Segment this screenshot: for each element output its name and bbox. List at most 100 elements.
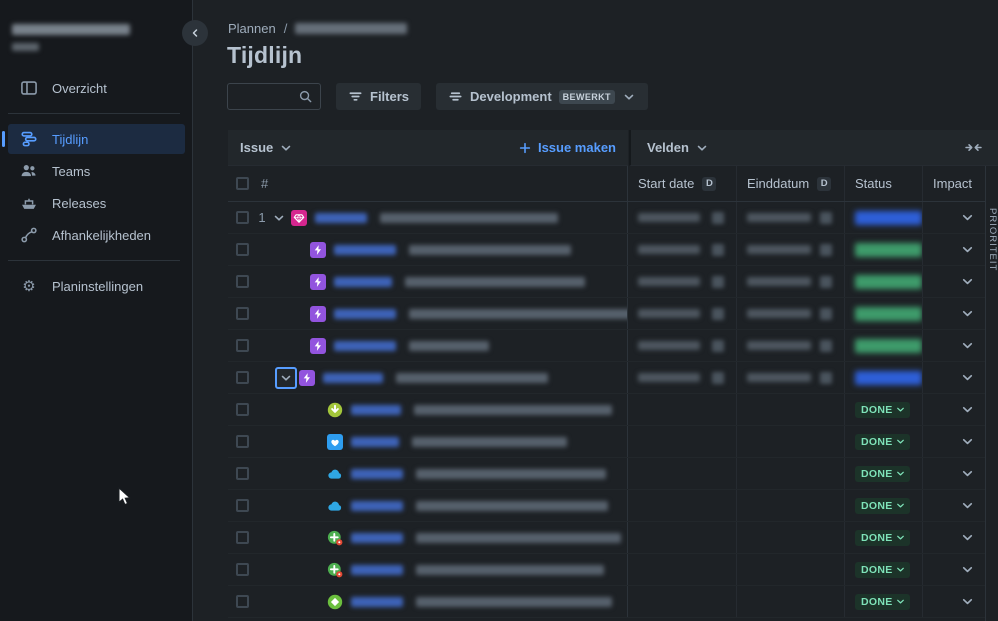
row-checkbox[interactable] [236,243,249,256]
header-cell-impact[interactable]: Impact [923,166,985,201]
issue-key-blurred[interactable] [351,596,403,607]
start-date-cell[interactable] [628,298,737,329]
issue-key-blurred[interactable] [334,244,396,255]
end-date-cell[interactable] [737,426,845,457]
collapse-columns-icon[interactable] [965,139,982,156]
impact-dropdown-chevron-icon[interactable] [960,242,975,257]
row-checkbox[interactable] [236,499,249,512]
impact-dropdown-chevron-icon[interactable] [960,594,975,609]
status-badge-blurred[interactable] [855,274,922,289]
start-date-cell[interactable] [628,330,737,361]
header-cell-start-date[interactable]: Start date D [628,166,737,201]
status-done-badge[interactable]: DONE [855,433,910,450]
start-date-cell[interactable] [628,234,737,265]
row-checkbox[interactable] [236,467,249,480]
end-date-cell[interactable] [737,490,845,521]
impact-dropdown-chevron-icon[interactable] [960,530,975,545]
start-date-cell[interactable] [628,426,737,457]
filters-button[interactable]: Filters [336,83,422,110]
start-date-cell[interactable] [628,362,737,393]
start-date-cell[interactable] [628,394,737,425]
start-date-cell[interactable] [628,266,737,297]
end-date-cell[interactable] [737,394,845,425]
start-date-cell[interactable] [628,458,737,489]
impact-dropdown-chevron-icon[interactable] [960,210,975,225]
status-done-badge[interactable]: DONE [855,401,910,418]
impact-dropdown-chevron-icon[interactable] [960,306,975,321]
end-date-cell[interactable] [737,362,845,393]
end-date-cell[interactable] [737,554,845,585]
row-checkbox[interactable] [236,307,249,320]
breadcrumb-current-blurred[interactable] [295,23,408,34]
end-date-cell[interactable] [737,266,845,297]
impact-dropdown-chevron-icon[interactable] [960,402,975,417]
issue-key-blurred[interactable] [315,212,367,223]
status-done-badge[interactable]: DONE [855,593,910,610]
row-checkbox[interactable] [236,563,249,576]
impact-dropdown-chevron-icon[interactable] [960,562,975,577]
start-date-cell[interactable] [628,522,737,553]
sidebar-item-releases[interactable]: Releases [8,188,185,218]
header-cell-status[interactable]: Status [845,166,923,201]
header-cell-end-date[interactable]: Einddatum D [737,166,845,201]
issue-key-blurred[interactable] [351,404,401,415]
row-checkbox[interactable] [236,435,249,448]
impact-dropdown-chevron-icon[interactable] [960,274,975,289]
sidebar-item-planinstellingen[interactable]: ⚙ Planinstellingen [8,271,185,301]
status-done-badge[interactable]: DONE [855,497,910,514]
end-date-cell[interactable] [737,330,845,361]
issue-key-blurred[interactable] [351,468,403,479]
breadcrumb-plans-link[interactable]: Plannen [228,21,276,36]
row-checkbox[interactable] [236,275,249,288]
status-badge-blurred[interactable] [855,306,922,321]
select-all-checkbox[interactable] [236,177,249,190]
status-done-badge[interactable]: DONE [855,465,910,482]
end-date-cell[interactable] [737,458,845,489]
status-done-badge[interactable]: DONE [855,529,910,546]
status-badge-blurred[interactable] [855,210,922,225]
start-date-cell[interactable] [628,586,737,617]
search-input[interactable] [227,83,321,110]
impact-dropdown-chevron-icon[interactable] [960,498,975,513]
row-checkbox[interactable] [236,339,249,352]
issue-key-blurred[interactable] [351,436,399,447]
issue-key-blurred[interactable] [351,500,403,511]
row-checkbox[interactable] [236,531,249,544]
end-date-cell[interactable] [737,586,845,617]
expand-button-focused[interactable] [275,366,297,389]
impact-dropdown-chevron-icon[interactable] [960,370,975,385]
view-selector-button[interactable]: Development BEWERKT [436,83,648,110]
expand-chevron-icon[interactable] [272,211,286,225]
issue-key-blurred[interactable] [323,372,383,383]
end-date-cell[interactable] [737,522,845,553]
start-date-cell[interactable] [628,202,737,233]
impact-dropdown-chevron-icon[interactable] [960,338,975,353]
row-checkbox[interactable] [236,403,249,416]
status-badge-blurred[interactable] [855,242,922,257]
row-checkbox[interactable] [236,595,249,608]
issue-key-blurred[interactable] [351,532,403,543]
start-date-cell[interactable] [628,490,737,521]
end-date-cell[interactable] [737,298,845,329]
sidebar-item-teams[interactable]: Teams [8,156,185,186]
end-date-cell[interactable] [737,202,845,233]
row-checkbox[interactable] [236,371,249,384]
status-done-badge[interactable]: DONE [855,561,910,578]
issue-key-blurred[interactable] [334,276,392,287]
status-badge-blurred[interactable] [855,338,922,353]
impact-dropdown-chevron-icon[interactable] [960,466,975,481]
end-date-cell[interactable] [737,234,845,265]
issue-header-dropdown[interactable]: Issue [240,140,293,155]
create-issue-button[interactable]: Issue maken [518,140,616,155]
fields-header-dropdown[interactable]: Velden [647,140,709,155]
sidebar-item-overzicht[interactable]: Overzicht [8,73,185,103]
issue-key-blurred[interactable] [334,340,396,351]
row-checkbox[interactable] [236,211,249,224]
impact-dropdown-chevron-icon[interactable] [960,434,975,449]
sidebar-item-afhankelijkheden[interactable]: Afhankelijkheden [8,220,185,250]
issue-key-blurred[interactable] [351,564,403,575]
collapsed-right-panel[interactable]: PRIORITEIT [985,166,998,621]
issue-key-blurred[interactable] [334,308,396,319]
status-badge-blurred[interactable] [855,370,922,385]
start-date-cell[interactable] [628,554,737,585]
